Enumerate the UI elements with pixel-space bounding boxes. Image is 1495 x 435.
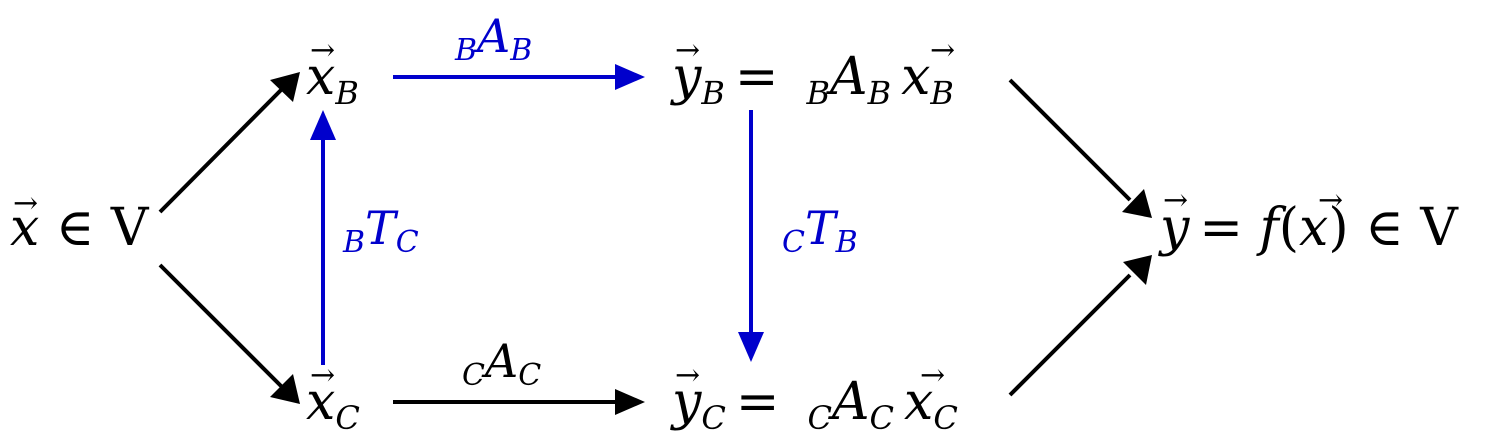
svg-text:CAC: CAC xyxy=(462,334,541,393)
x-B-base: x xyxy=(306,47,335,107)
arrow-x-to-xC xyxy=(158,263,300,404)
label-pre-sub: B xyxy=(342,225,365,260)
matrix-base: A xyxy=(828,372,870,432)
label-post-sub: C xyxy=(518,358,541,393)
vector-arrow-icon: → xyxy=(310,33,335,68)
svg-text:x ∈ V: x ∈ V xyxy=(10,198,150,258)
x-C-base: x xyxy=(306,372,335,432)
label-base: A xyxy=(481,334,518,388)
matrix-post-sub: B xyxy=(867,74,892,112)
svg-text:xB: xB xyxy=(306,47,359,112)
vec-x-symbol: x xyxy=(10,198,39,258)
label-pre-sub: C xyxy=(782,225,805,260)
label-pre-sub: C xyxy=(462,358,485,393)
matrix-post-sub: C xyxy=(870,399,894,435)
vector-arrow-icon: → xyxy=(675,33,700,68)
y-B-sub: B xyxy=(700,74,725,112)
label-BTC: BTC xyxy=(342,201,419,260)
arrow-xC-to-yC xyxy=(393,389,645,415)
label-post-sub: C xyxy=(396,225,419,260)
arrow-xC-to-xB xyxy=(310,110,336,365)
node-y-B: yB = BAB xB → → xyxy=(670,33,955,112)
svg-text:xC: xC xyxy=(306,372,360,435)
y-C-base: y xyxy=(670,372,702,432)
vector-arrow-icon: → xyxy=(310,358,335,393)
node-x-B: xB → xyxy=(306,33,359,112)
arrow-yB-to-yC xyxy=(738,110,764,362)
matrix-pre-sub: C xyxy=(807,399,831,435)
vector-base: x xyxy=(901,47,930,107)
equals-sign: = xyxy=(1199,198,1259,258)
label-pre-sub: B xyxy=(454,33,477,68)
vector-arrow-icon: → xyxy=(675,358,700,393)
label-base: T xyxy=(365,201,399,255)
svg-text:BAB: BAB xyxy=(454,9,532,68)
node-x-in-V: x ∈ V → xyxy=(10,186,150,258)
label-CAC: CAC xyxy=(462,334,541,393)
open-paren: ( xyxy=(1279,198,1299,258)
label-CTB: CTB xyxy=(782,201,858,260)
vector-arrow-icon: → xyxy=(13,186,38,221)
vector-sub: B xyxy=(929,74,954,112)
x-B-sub: B xyxy=(334,74,359,112)
vector-arrow-icon: → xyxy=(920,358,945,393)
x-symbol: x xyxy=(1299,198,1328,258)
node-x-C: xC → xyxy=(306,358,360,435)
y-B-base: y xyxy=(670,47,702,107)
x-C-sub: C xyxy=(335,399,359,435)
vector-sub: C xyxy=(933,399,957,435)
svg-text:CTB: CTB xyxy=(782,201,858,260)
label-base: T xyxy=(805,201,839,255)
vector-arrow-icon: → xyxy=(1163,183,1188,218)
vector-arrow-icon: → xyxy=(930,33,955,68)
in-V-text: ∈ V xyxy=(39,198,150,258)
label-post-sub: B xyxy=(835,225,858,260)
node-result: y = f(x) ∈ V → → xyxy=(1158,183,1459,258)
in-V-text: ∈ V xyxy=(1349,198,1460,258)
matrix-pre-sub: B xyxy=(805,74,830,112)
vector-arrow-icon: → xyxy=(1318,183,1343,218)
arrow-x-to-xB xyxy=(158,72,300,214)
svg-text:BTC: BTC xyxy=(342,201,419,260)
matrix-base: A xyxy=(826,47,868,107)
label-base: A xyxy=(473,9,510,63)
arrow-yC-to-result xyxy=(1008,255,1152,397)
arrow-yB-to-result xyxy=(1008,78,1152,218)
equals-sign: = xyxy=(735,47,779,107)
label-post-sub: B xyxy=(509,33,532,68)
y-symbol: y xyxy=(1158,198,1190,258)
close-paren: ) xyxy=(1328,198,1348,258)
node-y-C: yC = CAC xC → → xyxy=(670,358,958,435)
vector-base: x xyxy=(904,372,933,432)
arrow-xB-to-yB xyxy=(393,64,645,90)
equals-sign: = xyxy=(736,372,780,432)
label-BAB: BAB xyxy=(454,9,532,68)
y-C-sub: C xyxy=(701,399,725,435)
svg-text:y= f(x) ∈ V: y = f(x) ∈ V xyxy=(1158,198,1459,258)
